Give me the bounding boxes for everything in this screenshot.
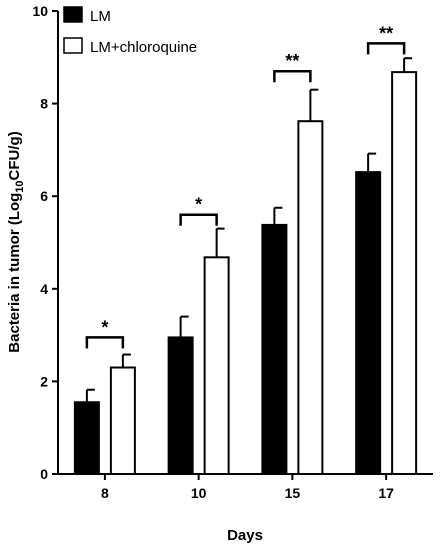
y-tick-label: 0 — [40, 466, 48, 482]
y-axis-title-tail: CFU/g) — [6, 131, 23, 180]
bar-lm-chloroquine — [109, 366, 136, 476]
x-tick-label: 10 — [191, 485, 207, 501]
y-tick-label: 10 — [32, 3, 48, 19]
legend: LM LM+chloroquine — [63, 6, 197, 56]
x-tick-label: 8 — [101, 485, 109, 501]
bar-lm — [355, 171, 382, 475]
significance-bracket — [179, 213, 218, 226]
significance-bracket — [85, 336, 125, 349]
bar-lm — [167, 336, 194, 476]
y-axis-title-main: Bacteria in tumor (Log — [6, 193, 23, 353]
legend-label-lm: LM — [90, 8, 111, 25]
significance-label: * — [195, 195, 202, 215]
legend-label-lm-chloroquine: LM+chloroquine — [90, 39, 197, 56]
significance-label: ** — [285, 51, 299, 71]
bar-lm — [261, 223, 288, 475]
bars — [73, 71, 418, 476]
error-bars — [85, 57, 413, 403]
y-axis-title-subscript: 10 — [14, 180, 26, 192]
bar-lm-chloroquine — [391, 71, 418, 475]
y-tick-label: 2 — [40, 373, 48, 389]
y-tick-label: 8 — [40, 96, 48, 112]
x-axis-title: Days — [227, 527, 263, 544]
significance-bracket — [366, 42, 406, 55]
y-tick-label: 4 — [40, 281, 48, 297]
bar-lm-chloroquine — [203, 256, 230, 476]
bar-lm — [73, 401, 100, 475]
x-tick-label: 17 — [378, 485, 394, 501]
bar-lm-chloroquine — [297, 120, 324, 475]
significance-brackets: ****** — [85, 23, 406, 349]
y-ticks: 0 2 4 6 8 10 — [32, 3, 58, 482]
significance-bracket — [273, 69, 312, 83]
legend-swatch-lm — [63, 6, 83, 23]
y-tick-label: 6 — [40, 188, 48, 204]
legend-swatch-lm-chloroquine — [63, 37, 83, 54]
x-ticks: 8 10 15 17 — [101, 474, 394, 501]
x-tick-label: 15 — [285, 485, 301, 501]
y-axis-title: Bacteria in tumor (Log10CFU/g) — [6, 131, 26, 352]
significance-label: * — [101, 317, 108, 337]
significance-label: ** — [379, 23, 393, 43]
